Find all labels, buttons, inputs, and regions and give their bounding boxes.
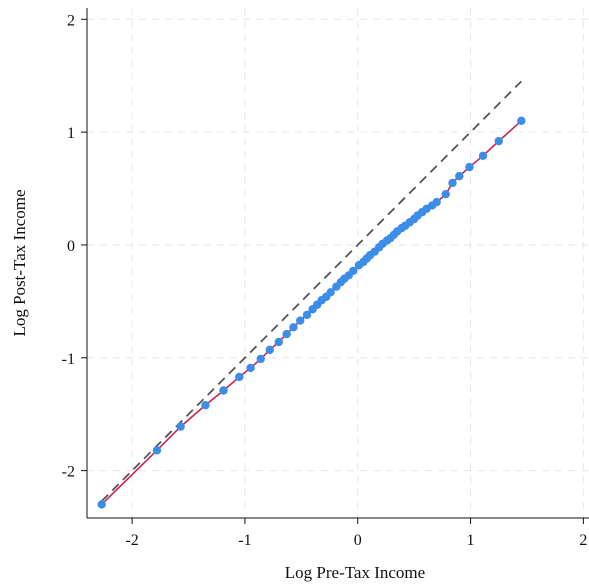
scatter-point bbox=[432, 197, 441, 207]
scatter-points bbox=[97, 116, 526, 509]
scatter-point bbox=[265, 345, 274, 355]
x-axis-title: Log Pre-Tax Income bbox=[285, 563, 425, 582]
scatter-point bbox=[326, 288, 335, 297]
y-axis-title: Log Post-Tax Income bbox=[10, 189, 29, 336]
scatter-point bbox=[517, 116, 526, 126]
scatter-point bbox=[201, 400, 210, 410]
lines bbox=[101, 80, 522, 506]
y-tick-label: 2 bbox=[67, 12, 75, 29]
scatter-point bbox=[235, 372, 244, 382]
y-tick-label: -2 bbox=[62, 464, 75, 481]
scatter-point bbox=[256, 354, 265, 364]
scatter-point bbox=[246, 363, 255, 373]
y-tick-label: -1 bbox=[62, 351, 75, 368]
y-ticks: -2 -1 0 1 2 bbox=[62, 12, 87, 481]
scatter-point bbox=[302, 310, 312, 320]
scatter-point bbox=[478, 151, 488, 161]
scatter-point bbox=[455, 171, 464, 181]
scatter-point bbox=[274, 337, 283, 347]
y-tick-label: 1 bbox=[67, 125, 75, 142]
x-tick-label: 1 bbox=[467, 532, 475, 549]
scatter-point bbox=[494, 136, 503, 146]
y-tick-label: 0 bbox=[67, 238, 75, 255]
scatter-point bbox=[176, 422, 185, 431]
gridlines bbox=[87, 8, 589, 518]
axes bbox=[86, 8, 589, 519]
x-tick-label: 0 bbox=[354, 532, 362, 549]
scatter-point bbox=[97, 500, 106, 509]
scatter-point bbox=[289, 323, 298, 332]
scatter-point bbox=[152, 446, 162, 455]
x-ticks: -2 -1 0 1 2 bbox=[125, 518, 587, 549]
x-tick-label: -2 bbox=[125, 532, 138, 549]
scatter-point bbox=[448, 178, 457, 188]
scatter-point bbox=[296, 316, 305, 325]
scatter-point bbox=[465, 162, 474, 172]
scatter-point bbox=[282, 329, 291, 339]
scatter-point bbox=[219, 386, 228, 395]
reference-45-degree-line bbox=[101, 80, 522, 502]
scatter-point bbox=[441, 189, 450, 199]
x-tick-label: -1 bbox=[238, 532, 251, 549]
scatter-point bbox=[349, 266, 358, 276]
x-tick-label: 2 bbox=[579, 532, 587, 549]
